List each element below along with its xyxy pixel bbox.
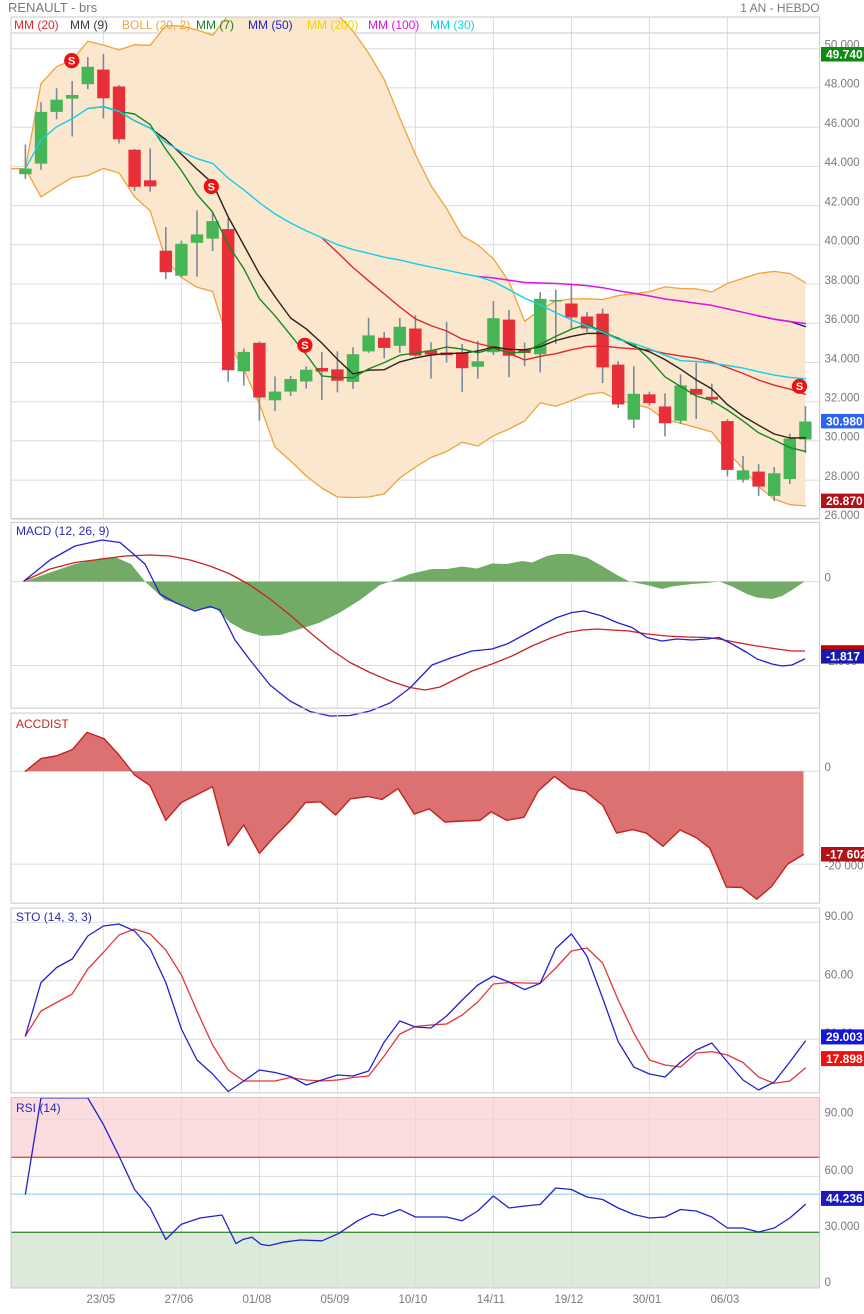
svg-text:29.003: 29.003	[826, 1030, 863, 1044]
svg-text:-20 000: -20 000	[825, 861, 864, 873]
svg-text:32.000: 32.000	[825, 393, 860, 405]
svg-text:0: 0	[825, 1277, 831, 1289]
svg-text:48.000: 48.000	[825, 79, 860, 91]
svg-text:-17 602: -17 602	[826, 848, 864, 862]
svg-text:MM (200): MM (200)	[307, 18, 358, 32]
svg-text:01/08: 01/08	[243, 1294, 272, 1306]
svg-text:17.898: 17.898	[826, 1052, 863, 1066]
svg-text:0: 0	[825, 762, 831, 774]
svg-text:-1.817: -1.817	[826, 650, 860, 664]
svg-text:0: 0	[825, 572, 831, 584]
svg-text:30/01: 30/01	[633, 1294, 662, 1306]
svg-text:S: S	[68, 55, 75, 67]
svg-text:38.000: 38.000	[825, 275, 860, 287]
svg-text:S: S	[796, 381, 803, 393]
svg-text:MM (9): MM (9)	[70, 18, 108, 32]
svg-text:23/05: 23/05	[87, 1294, 116, 1306]
svg-text:60.00: 60.00	[825, 1165, 854, 1177]
svg-text:26.000: 26.000	[825, 510, 860, 522]
svg-text:90.00: 90.00	[825, 1108, 854, 1120]
svg-text:10/10: 10/10	[399, 1294, 428, 1306]
svg-text:44.236: 44.236	[826, 1192, 863, 1206]
svg-text:05/09: 05/09	[321, 1294, 350, 1306]
svg-text:30.000: 30.000	[825, 1221, 860, 1233]
svg-text:42.000: 42.000	[825, 196, 860, 208]
svg-text:RENAULT - brs: RENAULT - brs	[8, 0, 98, 15]
svg-text:MM (100): MM (100)	[368, 18, 419, 32]
svg-text:90.00: 90.00	[825, 911, 854, 923]
svg-text:14/11: 14/11	[477, 1294, 505, 1306]
svg-text:34.000: 34.000	[825, 353, 860, 365]
svg-text:RSI (14): RSI (14)	[16, 1101, 61, 1115]
svg-text:06/03: 06/03	[711, 1294, 740, 1306]
svg-text:BOLL (20, 2): BOLL (20, 2)	[122, 18, 190, 32]
svg-text:19/12: 19/12	[555, 1294, 584, 1306]
svg-text:40.000: 40.000	[825, 236, 860, 248]
svg-text:49.740: 49.740	[826, 47, 863, 61]
svg-text:MACD (12, 26, 9): MACD (12, 26, 9)	[16, 524, 109, 538]
svg-text:30.000: 30.000	[825, 432, 860, 444]
svg-text:S: S	[208, 181, 215, 193]
svg-text:STO (14, 3, 3): STO (14, 3, 3)	[16, 910, 92, 924]
svg-text:MM (50): MM (50)	[248, 18, 293, 32]
svg-text:44.000: 44.000	[825, 157, 860, 169]
svg-text:MM (30): MM (30)	[430, 18, 475, 32]
svg-text:MM (7): MM (7)	[196, 18, 234, 32]
svg-text:28.000: 28.000	[825, 471, 860, 483]
svg-text:S: S	[301, 340, 308, 352]
svg-text:1 AN - HEBDO: 1 AN - HEBDO	[740, 1, 819, 15]
svg-text:MM (20): MM (20)	[14, 18, 59, 32]
svg-text:36.000: 36.000	[825, 314, 860, 326]
svg-text:46.000: 46.000	[825, 118, 860, 130]
svg-text:60.00: 60.00	[825, 969, 854, 981]
svg-text:27/06: 27/06	[165, 1294, 194, 1306]
svg-text:ACCDIST: ACCDIST	[16, 717, 69, 731]
svg-text:26.870: 26.870	[826, 494, 863, 508]
svg-text:30.980: 30.980	[826, 414, 863, 428]
